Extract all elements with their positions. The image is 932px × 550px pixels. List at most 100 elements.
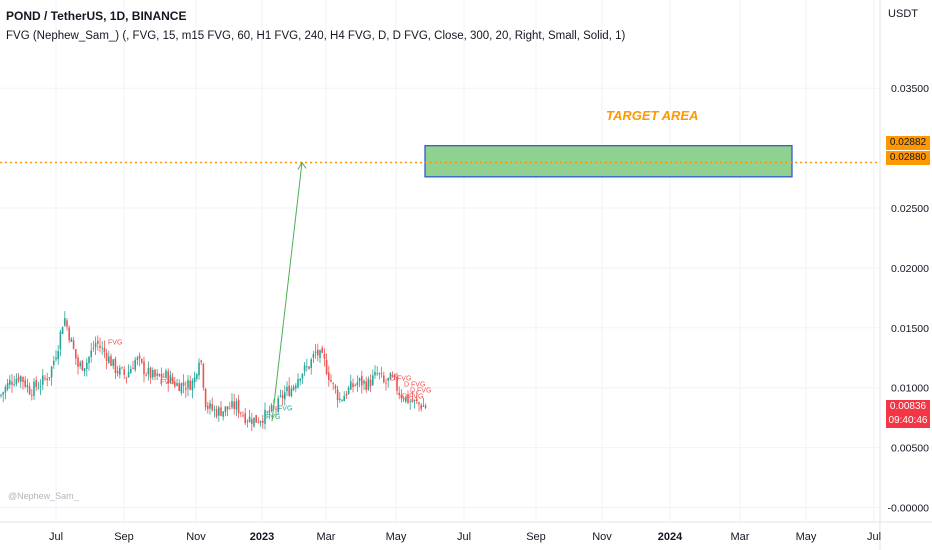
candle-body [50,366,53,378]
candle-body [46,378,48,381]
candle-body [224,406,227,413]
candle-body [187,379,189,389]
candle-body [37,388,40,389]
candle-body [387,377,389,381]
candle-body [264,409,266,424]
candle-body [143,361,145,375]
candle-body [156,373,158,376]
candle-body [158,374,161,376]
candle-body [389,373,392,380]
target-bottom-price-tag: 0.02880 [886,151,930,165]
target-zone-box [424,145,793,178]
candle-body [110,356,112,366]
candle-body [125,377,128,378]
candle-body [154,369,156,377]
candle-body [4,387,7,393]
x-tick-label: Mar [317,531,336,543]
candle-body [380,373,383,375]
candle-body [116,371,119,374]
candle-body [405,396,407,402]
candle-body [0,394,2,396]
candle-body [314,351,317,353]
candle-body [319,350,321,358]
candle-body [222,411,224,417]
candle-body [202,363,205,388]
candle-body [211,404,213,410]
candle-body [121,367,123,369]
x-tick-label: May [386,531,407,543]
candle-body [332,383,334,385]
indicator-legend[interactable]: FVG (Nephew_Sam_) (, FVG, 15, m15 FVG, 6… [6,30,626,42]
y-tick-label: 0.02000 [891,263,929,275]
candle-body [290,388,293,397]
currency-label[interactable]: USDT [888,8,918,20]
candle-body [279,395,282,397]
candle-body [378,373,381,374]
candle-body [299,378,301,381]
candle-body [72,340,75,349]
candle-body [11,381,13,385]
candle-body [418,402,420,405]
candle-body [59,331,62,350]
candle-body [204,388,207,408]
y-tick-label: 0.02500 [891,203,929,215]
candle-body [361,376,363,386]
target-area-label: TARGET AREA [606,108,699,123]
candle-body [306,366,308,368]
candle-body [101,347,103,349]
candle-body [64,318,66,326]
symbol-title[interactable]: POND / TetherUS, 1D, BINANCE [6,9,187,23]
candle-body [33,381,35,396]
x-tick-label: 2024 [658,531,683,543]
candle-body [226,406,229,410]
candle-body [169,375,172,383]
candle-body [48,377,51,378]
candle-body [108,356,110,363]
candle-body [77,357,79,367]
candle-body [303,365,306,372]
candle-body [277,398,279,412]
y-tick-label: -0.00000 [888,503,930,515]
candle-body [275,408,277,410]
candle-body [182,382,185,386]
candle-body [262,420,264,423]
candle-body [330,379,332,382]
candle-body [233,401,235,409]
candle-body [240,412,242,414]
x-tick-label: Nov [592,531,612,543]
candle-body [266,411,268,413]
candle-body [385,382,387,384]
candle-body [83,368,86,372]
candle-body [367,378,370,390]
candle-body [130,368,132,374]
candle-body [350,381,352,390]
projection-arrow-line [271,162,303,422]
candle-body [237,399,240,414]
candle-body [244,413,246,424]
candle-body [259,421,262,423]
candle-body [424,405,427,408]
candle-body [292,386,295,390]
x-tick-label: Jul [867,531,881,543]
candle-body [24,380,26,387]
candle-body [218,407,220,416]
y-tick-label: 0.01000 [891,383,929,395]
candle-body [132,367,134,369]
candle-body [171,376,174,382]
y-tick-label: 0.03500 [891,83,929,95]
candle-body [61,327,64,334]
candle-body [66,320,68,327]
candle-body [310,359,312,368]
candle-body [138,355,141,359]
candle-body [317,349,319,356]
candle-body [75,349,77,359]
candle-body [268,410,271,413]
candle-body [127,371,130,378]
candle-body [174,381,176,387]
candle-body [119,367,121,375]
candle-body [9,379,11,385]
candle-body [374,371,376,376]
candle-body [345,393,348,396]
candle-body [323,353,326,359]
